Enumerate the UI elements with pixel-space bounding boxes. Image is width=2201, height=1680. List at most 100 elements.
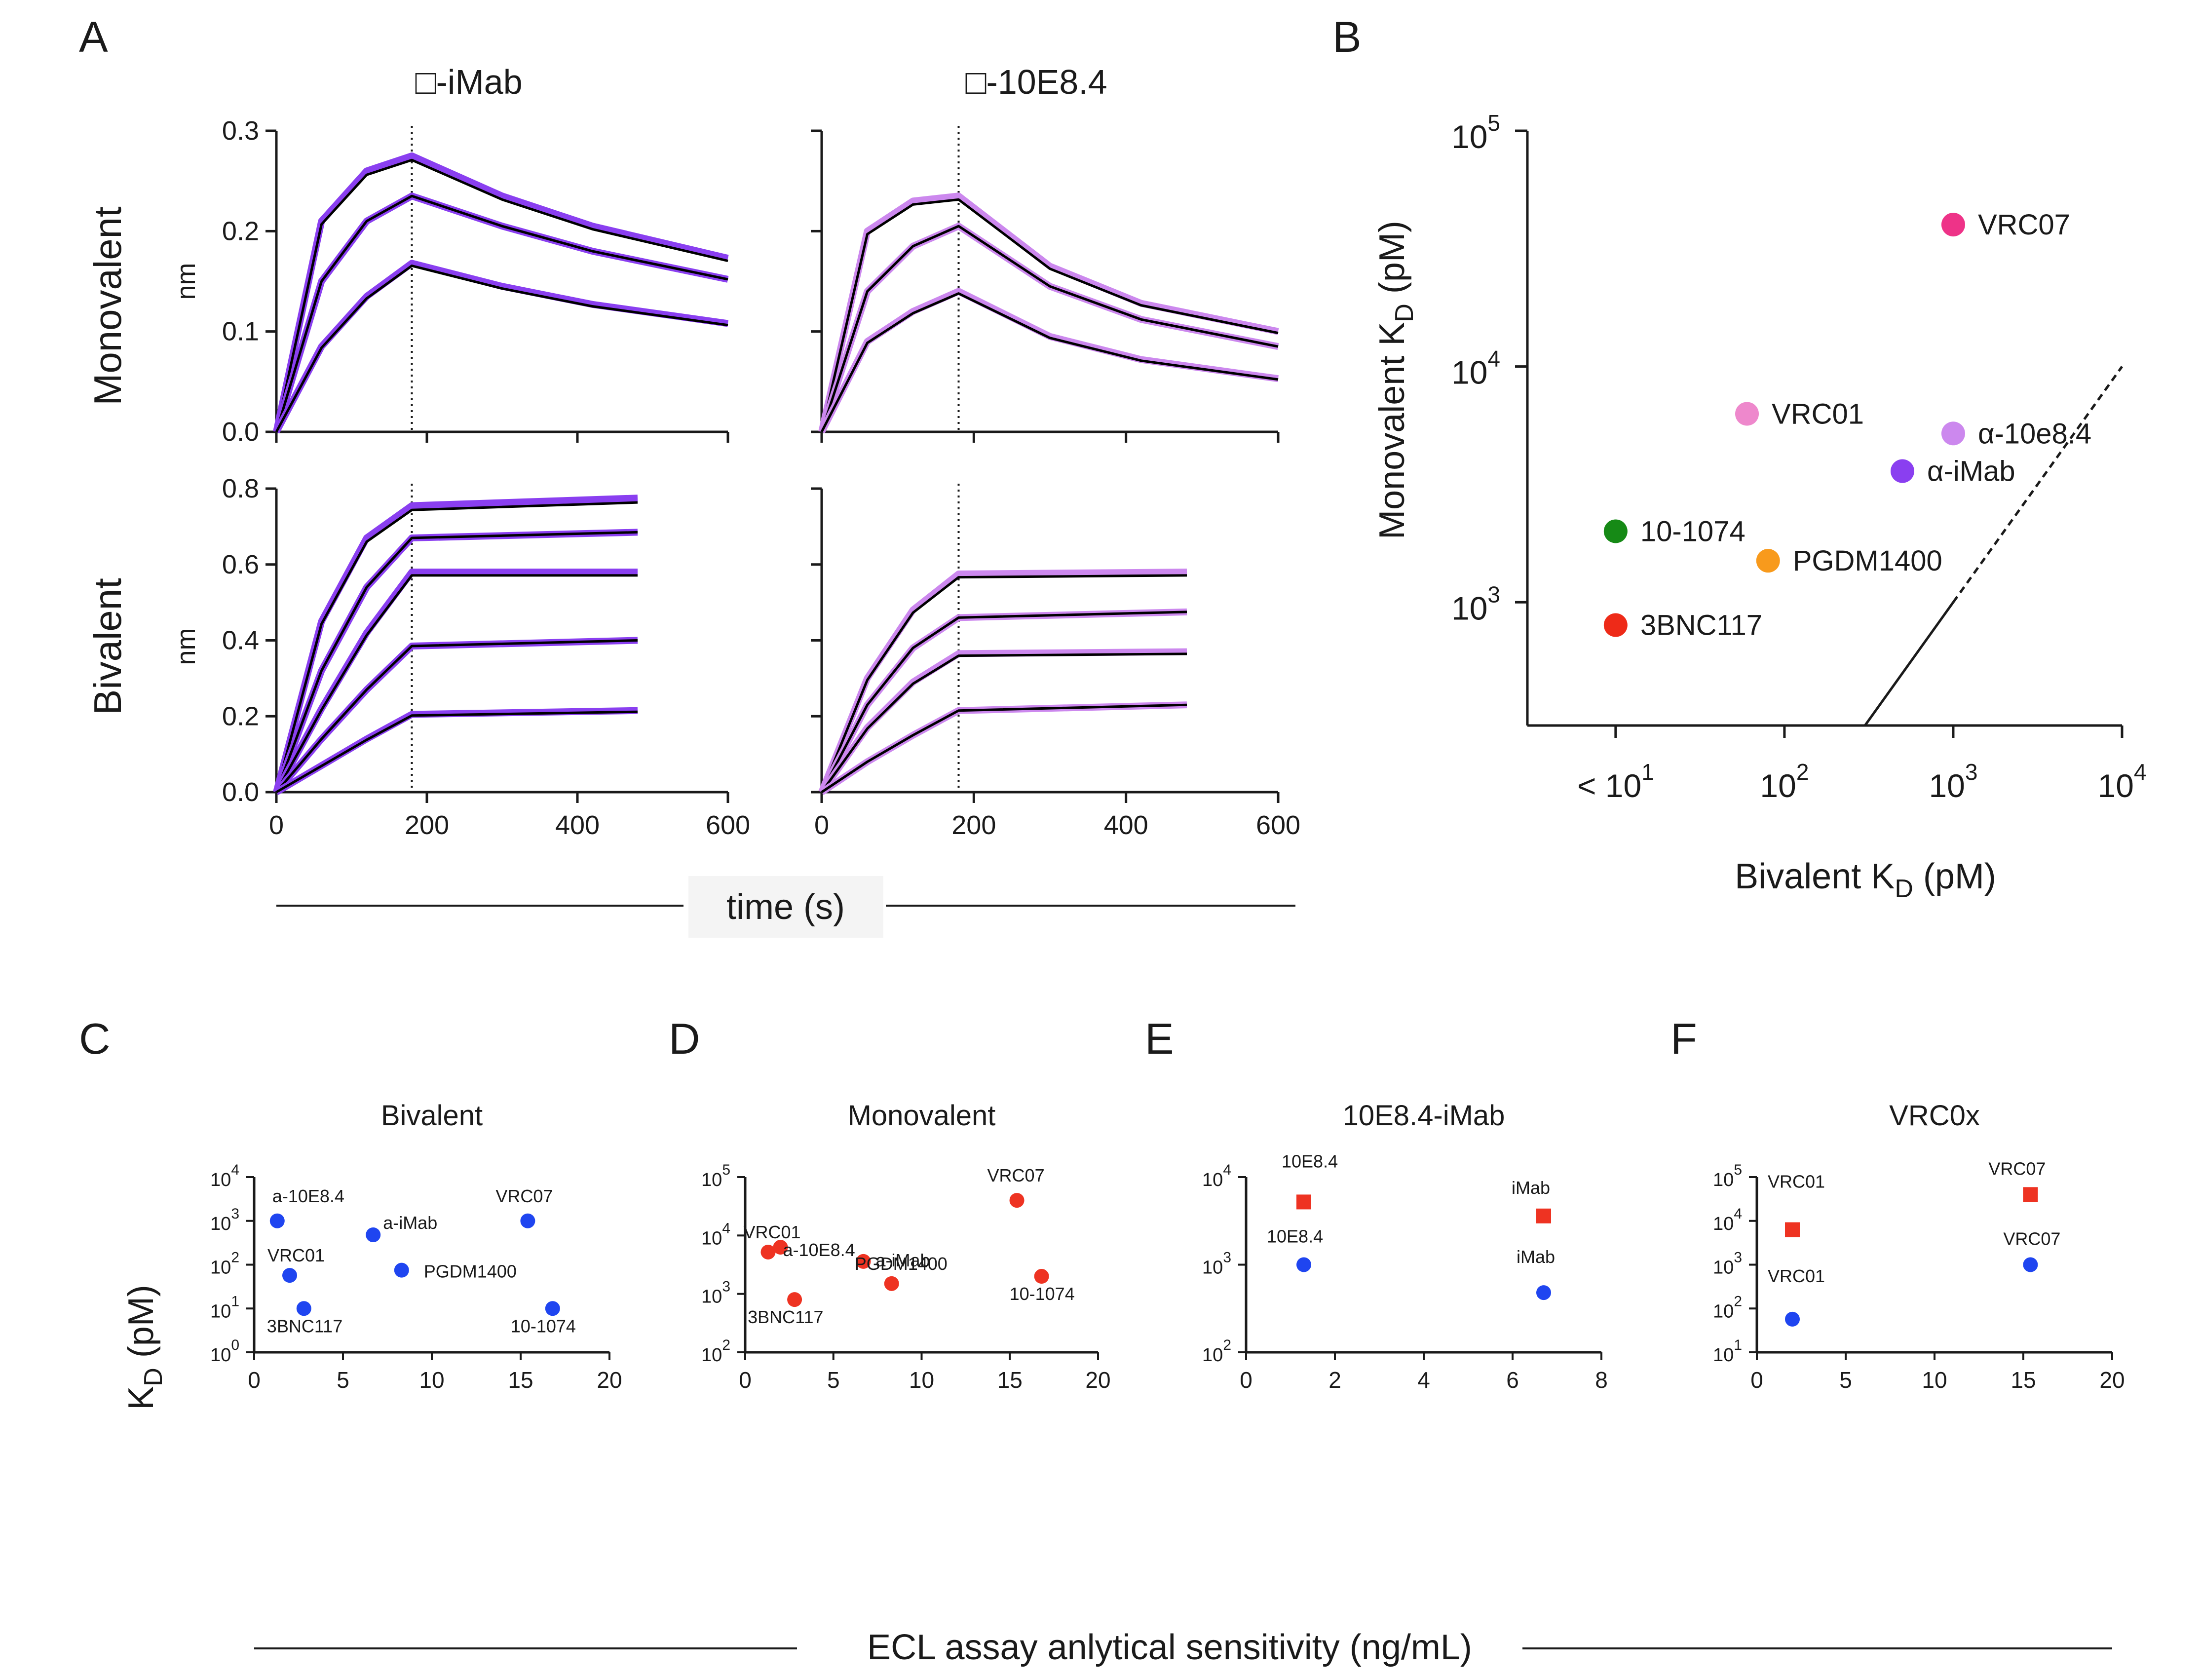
b-point-label-10-1074: 10-1074 bbox=[1640, 515, 1746, 547]
point-label-vrc01: VRC01 bbox=[1768, 1266, 1825, 1286]
y-tick-label: 103 bbox=[701, 1279, 730, 1307]
b-x-tick-label: < 101 bbox=[1577, 759, 1654, 804]
fit-curve-2 bbox=[275, 531, 638, 793]
fit-curve-1 bbox=[275, 158, 728, 432]
y-tick-label: 103 bbox=[210, 1206, 239, 1234]
fit-curve-1 bbox=[275, 501, 638, 793]
tick-exponent: 2 bbox=[1796, 759, 1809, 785]
b-point-pgdm1400 bbox=[1756, 549, 1780, 573]
tick-base: 10 bbox=[1202, 1170, 1223, 1190]
point-a-10e8-4 bbox=[269, 1213, 285, 1228]
b-y-tick-label: 103 bbox=[1451, 581, 1500, 626]
b-ylabel-sub: D bbox=[1390, 304, 1419, 322]
cf-ylabel-main: K bbox=[121, 1386, 161, 1410]
x-tick-label: 600 bbox=[706, 810, 750, 840]
y-tick-label: 0.2 bbox=[222, 701, 259, 731]
point-vrc07 bbox=[520, 1213, 535, 1228]
b-ylabel-unit: (pM) bbox=[1372, 221, 1412, 304]
b-ylabel: Monovalent KD (pM) bbox=[1372, 221, 1419, 539]
subplot-a-biv-imab: 0.0 0.2 0.4 0.6 0.8 0 200 400 600 bbox=[222, 474, 750, 840]
point-vrc01 bbox=[1785, 1222, 1800, 1237]
tick-base: 10 bbox=[1451, 590, 1487, 626]
subplot-a-biv-10e8: 0 200 400 600 bbox=[811, 484, 1300, 840]
panel-letter-f: F bbox=[1670, 1014, 1697, 1063]
x-tick-label: 200 bbox=[951, 810, 996, 840]
tick-exponent: 4 bbox=[1487, 346, 1500, 372]
y-tick-label: 104 bbox=[701, 1220, 730, 1249]
tick-exponent: 3 bbox=[722, 1279, 730, 1295]
point-label-10e8-4: 10E8.4 bbox=[1282, 1151, 1338, 1171]
y-tick-label: 0.0 bbox=[222, 417, 259, 447]
y-tick-label: 0.6 bbox=[222, 550, 259, 579]
point-label-vrc01: VRC01 bbox=[1768, 1172, 1825, 1192]
tick-base: 10 bbox=[1713, 1258, 1734, 1278]
point-vrc01 bbox=[760, 1244, 776, 1260]
y-tick-label: 102 bbox=[210, 1250, 239, 1278]
y-tick-label: 100 bbox=[210, 1337, 239, 1366]
panel-letter-b: B bbox=[1332, 12, 1362, 61]
tick-exponent: 1 bbox=[231, 1293, 239, 1309]
xlabel-time: time (s) bbox=[726, 887, 845, 927]
fit-curve-4 bbox=[821, 703, 1187, 794]
point-label-vrc07: VRC07 bbox=[495, 1186, 553, 1206]
tick-exponent: 4 bbox=[2134, 759, 2147, 785]
panel-letter-a: A bbox=[79, 12, 108, 61]
b-point-label-vrc01: VRC01 bbox=[1772, 398, 1864, 430]
fit-curve-2 bbox=[275, 194, 728, 432]
y-tick-label: 102 bbox=[701, 1337, 730, 1366]
x-tick-label: 0 bbox=[248, 1367, 261, 1393]
y-tick-label: 104 bbox=[1713, 1206, 1742, 1234]
panel-letter-c: C bbox=[79, 1014, 111, 1063]
point-label-a-10e8-4: a-10E8.4 bbox=[783, 1240, 855, 1260]
fit-curve-4 bbox=[275, 639, 638, 793]
panel-letter-d: D bbox=[669, 1014, 700, 1063]
point-10e8-4 bbox=[1296, 1257, 1311, 1272]
b-identity-solid bbox=[1864, 601, 1954, 726]
tick-base: 10 bbox=[1760, 767, 1796, 804]
x-tick-label: 0 bbox=[1750, 1367, 1763, 1393]
tick-exponent: 4 bbox=[1734, 1206, 1742, 1222]
b-point--imab bbox=[1890, 459, 1914, 483]
y-tick-label: 0.4 bbox=[222, 626, 259, 655]
point-label-imab: iMab bbox=[1517, 1247, 1555, 1267]
b-ylabel-main: Monovalent K bbox=[1372, 322, 1412, 539]
row-label-monovalent: Monovalent bbox=[86, 206, 129, 406]
b-point-vrc07 bbox=[1941, 213, 1965, 237]
x-tick-label: 15 bbox=[508, 1367, 533, 1393]
x-tick-label: 5 bbox=[337, 1367, 349, 1393]
point-label-vrc01: VRC01 bbox=[267, 1245, 325, 1265]
b-points: VRC07 VRC01 α-10e8.4 α-iMab 10-1074 PGDM1400 3… bbox=[1603, 209, 2091, 642]
tick-exponent: 5 bbox=[722, 1162, 730, 1178]
subplot-a-mono-imab: 0.0 0.1 0.2 0.3 bbox=[222, 116, 729, 447]
tick-base: 10 bbox=[1713, 1214, 1734, 1234]
b-point-label--10e8-4: α-10e8.4 bbox=[1978, 418, 2091, 450]
point-vrc01 bbox=[1785, 1311, 1800, 1327]
point-label-vrc07: VRC07 bbox=[2003, 1229, 2060, 1249]
x-tick-label: 0 bbox=[814, 810, 829, 840]
b-x-tick-label: 103 bbox=[1929, 759, 1977, 804]
tick-base: 10 bbox=[1929, 767, 1965, 804]
trace-curve-1 bbox=[273, 152, 729, 433]
fit-curve-3 bbox=[275, 574, 638, 793]
b-x-tick-label: 104 bbox=[2097, 759, 2146, 804]
tick-exponent: 0 bbox=[231, 1337, 239, 1353]
tick-exponent: 1 bbox=[1734, 1337, 1742, 1353]
point-imab bbox=[1536, 1208, 1551, 1223]
x-tick-label: 10 bbox=[419, 1367, 444, 1393]
point-a-imab bbox=[366, 1227, 381, 1243]
point-label-10e8-4: 10E8.4 bbox=[1267, 1226, 1323, 1247]
point-pgdm1400 bbox=[394, 1262, 409, 1278]
subplot-a-mono-10e8 bbox=[811, 126, 1280, 443]
point-imab bbox=[1536, 1285, 1551, 1300]
y-tick-label: 0.2 bbox=[222, 216, 259, 246]
tick-exponent: 1 bbox=[1641, 759, 1654, 785]
tick-base: 10 bbox=[701, 1345, 722, 1366]
x-tick-label: 10 bbox=[909, 1367, 934, 1393]
ylabel-nm-biv: nm bbox=[171, 628, 201, 665]
